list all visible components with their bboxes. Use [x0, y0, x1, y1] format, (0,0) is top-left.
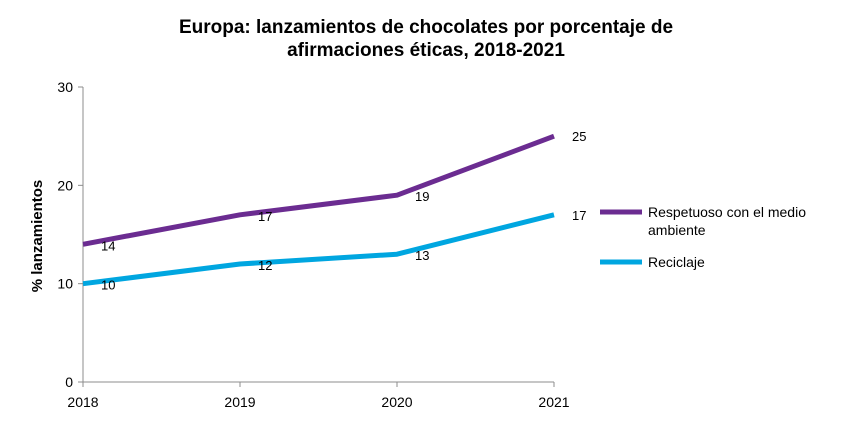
data-label-series-1: 25	[572, 129, 586, 144]
data-label-series-2: 10	[101, 278, 115, 293]
legend: Respetuoso con el medio ambiente Reciclaje	[600, 204, 806, 270]
chart-title-line-2: afirmaciones éticas, 2018-2021	[287, 40, 565, 61]
x-tick-label: 2018	[67, 394, 98, 410]
legend-label-2: Reciclaje	[648, 254, 705, 270]
y-axis-label: % lanzamientos	[29, 180, 46, 293]
legend-label-1: Respetuoso con el medio	[648, 204, 806, 220]
y-tick-label: 10	[57, 276, 73, 292]
data-label-series-1: 14	[101, 238, 115, 253]
x-tick-label: 2019	[224, 394, 255, 410]
data-label-series-1: 17	[258, 209, 272, 224]
data-label-series-1: 19	[415, 189, 429, 204]
chart-title-line-1: Europa: lanzamientos de chocolates por p…	[179, 17, 673, 38]
y-tick-label: 20	[57, 177, 73, 193]
series-line-1	[82, 133, 555, 247]
series-line-2	[82, 212, 555, 287]
data-label-series-2: 12	[258, 258, 272, 273]
data-label-series-2: 13	[415, 248, 429, 263]
y-tick-label: 30	[57, 79, 73, 95]
x-tick-label: 2020	[381, 394, 412, 410]
x-tick-label: 2021	[538, 394, 569, 410]
legend-label-1: ambiente	[648, 222, 706, 238]
y-tick-label: 0	[65, 374, 73, 390]
plot-area: 0 10 20 30 2018 2019 2020 2021 14 17 19 25 10 12 13 17	[57, 79, 586, 410]
data-label-series-2: 17	[572, 208, 586, 223]
